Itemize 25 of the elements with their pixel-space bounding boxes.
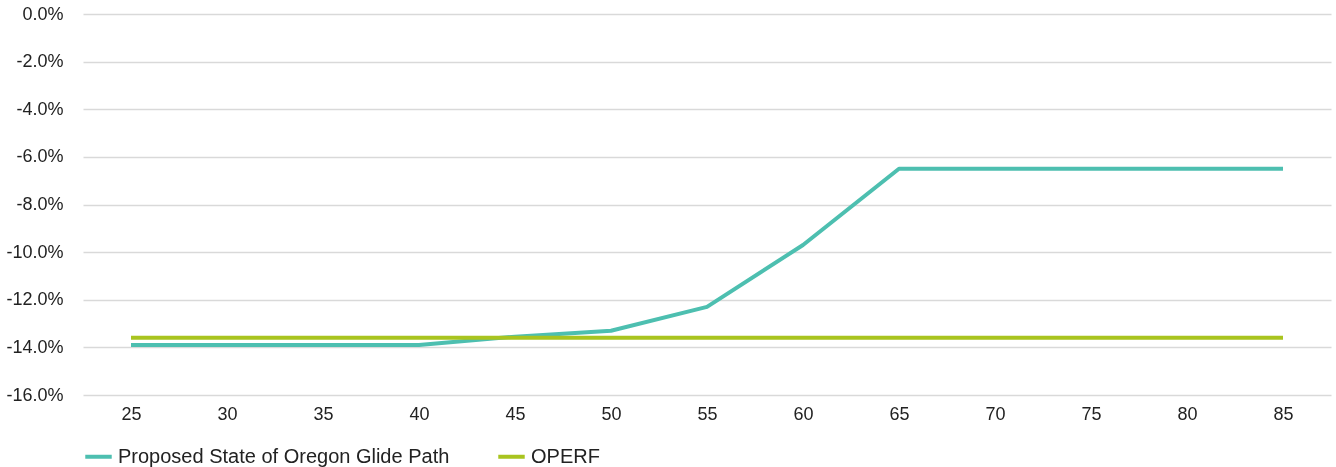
x-tick-label: 35 (313, 403, 334, 424)
x-tick-label: 55 (697, 403, 718, 424)
x-tick-label: 85 (1273, 403, 1294, 424)
y-tick-label: -12.0% (6, 289, 64, 310)
x-tick-label: 75 (1081, 403, 1102, 424)
y-tick-label: -4.0% (16, 98, 64, 119)
x-tick-label: 80 (1177, 403, 1198, 424)
x-tick-label: 65 (889, 403, 910, 424)
x-tick-label: 30 (217, 403, 238, 424)
y-tick-label: -16.0% (6, 384, 64, 405)
y-tick-label: -14.0% (6, 336, 64, 357)
x-tick-label: 70 (985, 403, 1006, 424)
y-tick-label: -8.0% (16, 194, 64, 214)
legend-label: OPERF (531, 444, 600, 467)
legend-label: Proposed State of Oregon Glide Path (118, 444, 450, 467)
y-tick-label: 0.0% (22, 3, 64, 24)
x-tick-label: 25 (121, 403, 142, 424)
y-tick-label: -10.0% (6, 241, 64, 262)
x-tick-label: 40 (409, 403, 430, 424)
x-tick-label: 50 (601, 403, 622, 424)
y-tick-label: -2.0% (16, 51, 64, 72)
x-tick-label: 60 (793, 403, 814, 424)
x-tick-label: 45 (505, 403, 526, 424)
y-tick-label: -6.0% (16, 146, 64, 167)
line-series (129, 166, 1285, 347)
